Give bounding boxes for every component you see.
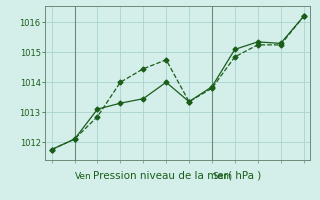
- X-axis label: Pression niveau de la mer( hPa ): Pression niveau de la mer( hPa ): [93, 170, 262, 180]
- Text: Ven: Ven: [75, 172, 91, 181]
- Text: Sam: Sam: [212, 172, 232, 181]
